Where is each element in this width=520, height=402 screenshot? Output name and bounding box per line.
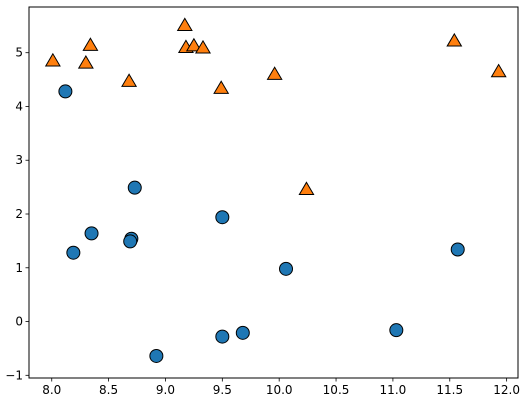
triangle-point [82,37,99,51]
circle-point [58,84,73,99]
circle-point [450,242,465,257]
y-tick-label: 3 [15,153,23,167]
x-tick-label: 11.5 [436,383,463,397]
plot-frame [28,6,519,379]
circle-point [279,261,294,276]
y-tick-label: −1 [5,368,23,382]
circle-point [235,325,250,340]
triangle-point [176,17,193,31]
x-tick-label: 9.0 [156,383,175,397]
circle-point [84,226,99,241]
x-tick-label: 9.5 [213,383,232,397]
x-tick-label: 10.5 [323,383,350,397]
y-axis: −1 0 1 2 3 4 5 [5,46,29,382]
triangle-point [490,63,507,78]
y-tick-label: 1 [15,261,23,275]
circle-point [149,348,164,363]
triangle-point [44,52,61,67]
x-tick-label: 8.5 [99,383,118,397]
triangle-point [298,181,315,195]
triangle-point [446,32,463,47]
circle-point [215,210,230,225]
x-axis: 8.0 8.5 9.0 9.5 10.0 10.5 11.0 11.5 12.0 [42,378,520,397]
circle-point [127,180,142,195]
triangle-point [77,54,94,69]
triangle-point [121,73,138,87]
y-tick-label: 5 [15,46,23,60]
triangle-point [266,66,283,80]
circle-point [123,234,138,249]
y-tick-label: 2 [15,207,23,221]
x-tick-label: 11.0 [380,383,407,397]
x-tick-label: 10.0 [266,383,293,397]
x-tick-label: 8.0 [42,383,61,397]
triangle-point [213,80,230,94]
y-tick-label: 0 [15,315,23,329]
circle-point [389,323,404,338]
circle-point [66,245,81,260]
circle-point [215,329,230,344]
data-points [44,17,507,363]
x-tick-label: 12.0 [493,383,520,397]
y-tick-label: 4 [15,99,23,113]
triangle-point [185,37,202,52]
triangle-point [194,39,211,54]
